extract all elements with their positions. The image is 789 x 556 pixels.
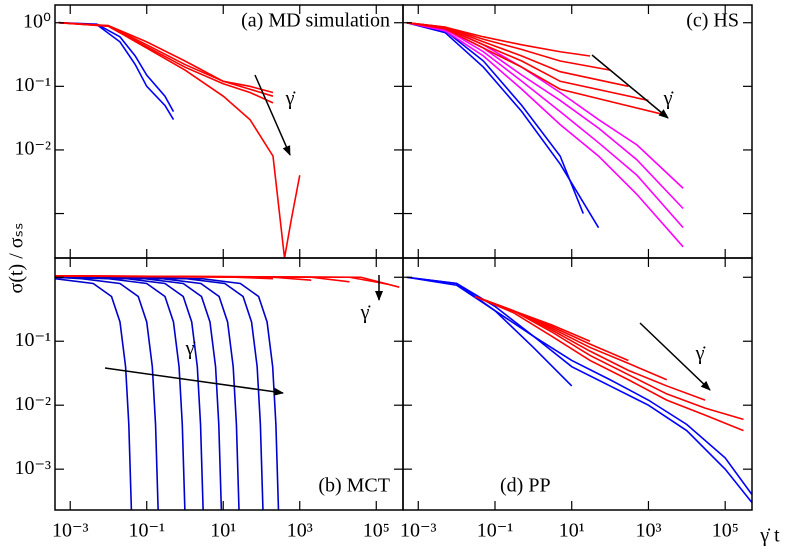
curve <box>55 275 400 288</box>
x-tick-label: 10⁵ <box>712 520 739 542</box>
panel-title: (d) PP <box>500 475 551 497</box>
curve <box>55 276 223 510</box>
x-axis-label: γ̇ t <box>759 525 780 547</box>
curve <box>58 21 301 258</box>
annotation-arrow <box>591 54 669 119</box>
plot-area <box>406 21 684 248</box>
annotation-arrow <box>254 74 291 156</box>
curve <box>474 295 744 421</box>
curve <box>406 21 629 88</box>
curve <box>55 277 133 510</box>
x-tick-label: 10¹ <box>210 520 236 542</box>
frame <box>402 257 753 511</box>
curve <box>55 276 280 510</box>
y-tick-label: 10⁻² <box>14 393 51 415</box>
x-tick-label: 10⁻¹ <box>128 520 165 542</box>
curve <box>55 276 240 510</box>
x-tick-label: 10⁻³ <box>400 520 437 542</box>
curve <box>406 21 684 248</box>
annotation-arrow <box>104 367 284 396</box>
curve <box>474 295 706 401</box>
annotation: γ̇ <box>185 338 197 360</box>
x-tick-label: 10⁵ <box>363 520 390 542</box>
curve <box>55 276 264 510</box>
curve <box>406 276 752 504</box>
y-tick-label: 10⁰ <box>23 10 51 32</box>
curve <box>55 276 186 510</box>
x-tick-label: 10⁻¹ <box>477 520 514 542</box>
plot-area <box>55 275 400 510</box>
y-tick-label: 10⁻¹ <box>14 329 51 351</box>
panel-title: (c) HS <box>686 10 739 32</box>
curve <box>406 21 684 229</box>
x-tick-label: 10⁻³ <box>52 520 89 542</box>
annotation: γ̇ <box>285 88 297 110</box>
plot-area <box>406 276 752 504</box>
curve <box>58 21 274 104</box>
curve <box>406 21 684 189</box>
curve <box>406 21 649 102</box>
frame <box>54 257 404 511</box>
curve <box>58 21 175 121</box>
y-tick-label: 10⁻² <box>14 138 51 160</box>
curve <box>55 276 204 510</box>
annotation: γ̇ <box>663 88 675 110</box>
annotation: γ̇ <box>695 343 707 365</box>
curve <box>474 295 744 432</box>
annotation-arrow <box>639 322 711 391</box>
y-axis-label: σ(t) / σₛₛ <box>6 223 28 294</box>
curve <box>406 21 600 229</box>
y-tick-label: 10⁻¹ <box>14 74 51 96</box>
panel-title: (b) MCT <box>318 475 390 497</box>
x-tick-label: 10³ <box>635 520 661 542</box>
curve <box>55 276 159 510</box>
curve <box>406 21 667 117</box>
curve <box>406 276 752 496</box>
x-tick-label: 10¹ <box>559 520 585 542</box>
panel-title: (a) MD simulation <box>241 10 390 32</box>
curve <box>406 276 573 387</box>
y-tick-label: 10⁻³ <box>14 457 51 479</box>
plot-area <box>58 21 301 258</box>
x-tick-label: 10³ <box>287 520 313 542</box>
curve <box>58 21 175 113</box>
frame <box>54 4 404 259</box>
annotation: γ̇ <box>360 302 372 324</box>
frame <box>402 4 753 259</box>
